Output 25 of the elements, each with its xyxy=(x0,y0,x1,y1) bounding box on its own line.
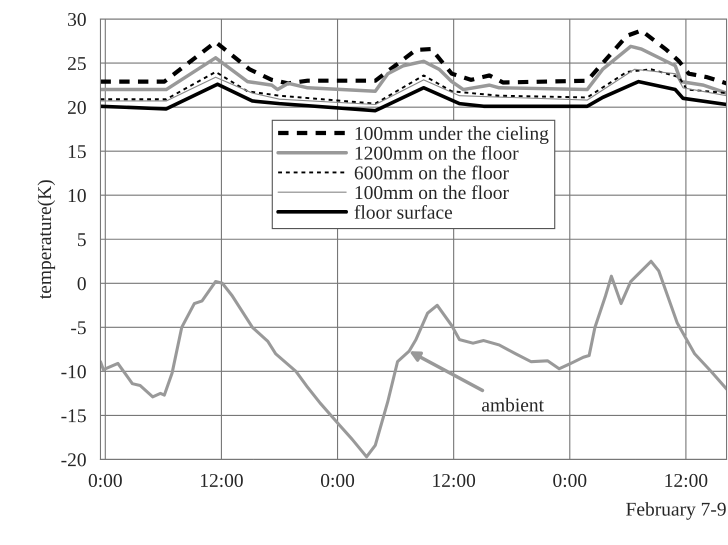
legend-label: 100mm on the floor xyxy=(356,185,509,200)
x-tick-label: 0:00 xyxy=(553,474,586,488)
y-axis-title: temperature(K) xyxy=(37,180,56,299)
y-tick-label: -20 xyxy=(61,453,86,466)
x-tick-label: 0:00 xyxy=(321,474,354,488)
y-tick-label: 5 xyxy=(78,233,86,246)
x-tick-label: 12:00 xyxy=(200,474,243,488)
y-tick-label: 30 xyxy=(68,12,86,26)
y-tick-label: -10 xyxy=(61,365,86,378)
annotation: ambient xyxy=(482,398,544,412)
y-tick-label: -5 xyxy=(71,321,86,334)
y-tick-label: -15 xyxy=(61,409,86,422)
y-tick-label: 0 xyxy=(78,277,86,290)
legend-label: 100mm under the cieling xyxy=(356,126,549,144)
legend-label: 600mm on the floor xyxy=(354,166,509,180)
y-tick-label: 25 xyxy=(68,56,86,70)
x-tick-label: 12:00 xyxy=(665,474,708,488)
x-tick-label: 12:00 xyxy=(433,474,476,488)
y-tick-label: 20 xyxy=(68,100,86,114)
y-tick-label: 10 xyxy=(68,189,86,202)
y-tick-label: 15 xyxy=(68,145,86,158)
x-tick-label: 0:00 xyxy=(88,474,122,488)
legend-label: floor surface xyxy=(354,204,452,219)
x-axis-title: February 7-9 xyxy=(626,502,726,520)
legend-label: 1200mm on the floor xyxy=(356,146,518,160)
